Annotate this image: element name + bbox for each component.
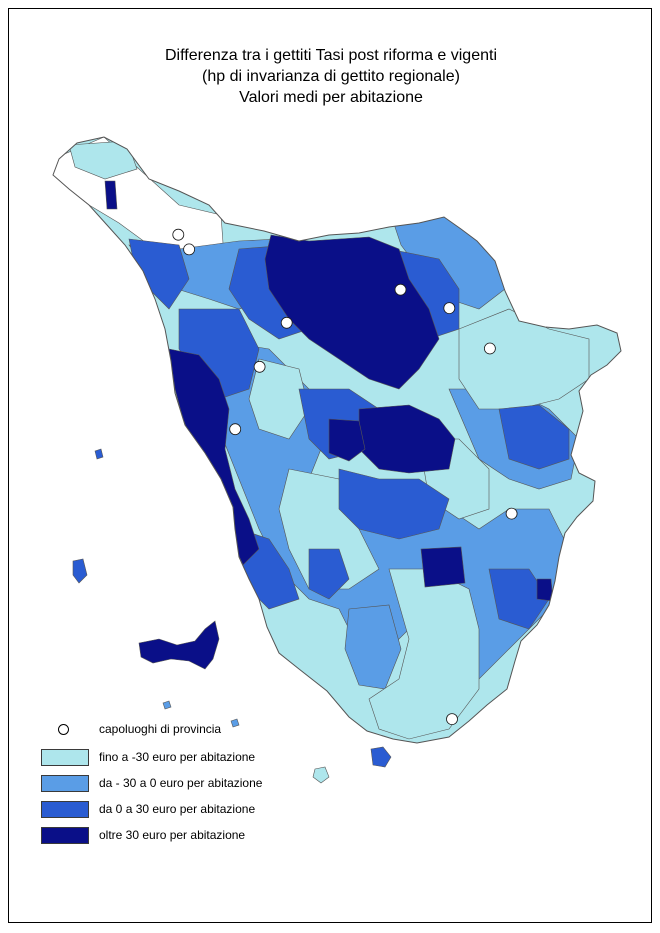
island-giglio [370,746,392,768]
capoluogo-dot-icon [58,724,69,735]
title-line-1: Differenza tra i gettiti Tasi post rifor… [165,47,497,64]
legend-label-class-4: oltre 30 euro per abitazione [99,828,246,842]
legend-label-class-1: fino a -30 euro per abitazione [99,750,256,764]
capoluogo-dot-firenze [483,342,496,355]
capoluogo-dot-carrara [172,228,185,241]
tuscany-map [52,136,622,784]
capoluogo-dot-lucca [280,316,293,329]
island-capraia [72,558,88,584]
zone-class-1-amiata [368,568,480,740]
map-title: Differenza tra i gettiti Tasi post rifor… [9,45,653,108]
zone-class-1-chianti [248,358,310,440]
legend-label-class-3: da 0 a 30 euro per abitazione [99,802,256,816]
island-elba [138,620,220,670]
legend-swatch-class-2 [41,775,89,792]
legend-swatch-class-4 [41,827,89,844]
capoluogo-dot-pistoia [394,283,407,296]
map-frame: Differenza tra i gettiti Tasi post rifor… [8,8,652,923]
capoluogo-dot-prato [443,302,456,315]
zone-class-3-siena-south [338,468,450,540]
island-giannutri [312,766,330,784]
zone-class-4-volterra [328,418,366,462]
island-pianosa [162,700,172,710]
island-montecristo [230,718,240,728]
zone-class-4-florence-belt [264,234,440,390]
zone-class-4-versilia [104,180,118,210]
legend-swatch-class-3 [41,801,89,818]
legend-swatch-class-1 [41,749,89,766]
capoluogo-dot-massa [183,243,196,256]
legend-label-class-2: da - 30 a 0 euro per abitazione [99,776,263,790]
title-line-2: (hp di invarianza di gettito regionale) [202,68,460,85]
capoluogo-dot-grosseto [446,713,458,725]
zone-class-4-chianti [358,404,456,474]
title-line-3: Valori medi per abitazione [239,89,423,106]
legend-label-capoluoghi: capoluoghi di provincia [99,722,222,736]
zone-class-3-monterotondo [308,548,350,600]
zone-class-3-arezzo [498,404,570,470]
capoluogo-dot-pisa [253,360,266,373]
capoluoghi-layer [172,228,518,725]
island-gorgona [94,448,104,460]
capoluogo-dot-livorno [229,423,242,436]
zone-class-3-southeast [488,568,550,630]
zone-class-4-cetona [420,546,466,588]
capoluogo-dot-siena [505,507,518,520]
